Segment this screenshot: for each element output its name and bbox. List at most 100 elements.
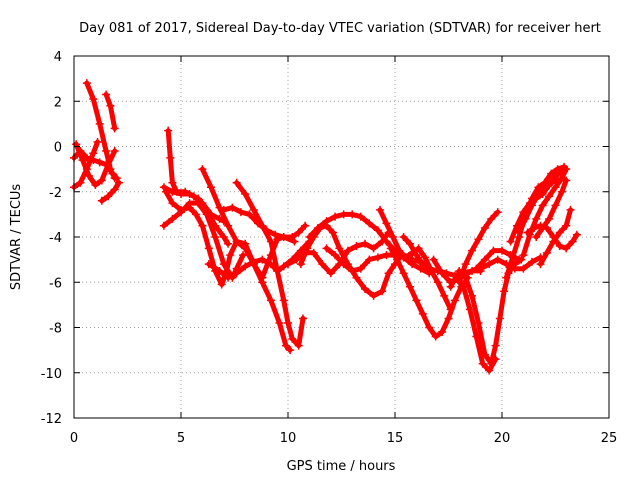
data-point-marker — [352, 273, 361, 282]
data-point-marker — [294, 228, 303, 237]
data-point-marker — [279, 296, 288, 305]
data-point-marker — [551, 201, 560, 210]
data-point-marker — [78, 156, 87, 165]
y-tick-label: -10 — [41, 367, 62, 382]
data-point-marker — [493, 208, 502, 217]
data-point-marker — [523, 228, 532, 237]
data-point-marker — [378, 287, 387, 296]
x-tick-label: 25 — [601, 431, 618, 446]
x-tick-label: 0 — [70, 431, 78, 446]
data-point-marker — [530, 223, 539, 232]
data-point-marker — [348, 210, 357, 219]
data-point-marker — [102, 90, 111, 99]
data-point-marker — [232, 269, 241, 278]
data-point-marker — [487, 214, 496, 223]
data-point-marker — [412, 296, 421, 305]
data-point-marker — [418, 260, 427, 269]
data-point-marker — [369, 291, 378, 300]
data-point-marker — [206, 183, 215, 192]
data-point-marker — [215, 266, 224, 275]
data-point-marker — [545, 192, 554, 201]
data-point-marker — [444, 314, 453, 323]
data-point-marker — [474, 318, 483, 327]
chart-title: Day 081 of 2017, Sidereal Day-to-day VTE… — [79, 21, 601, 36]
data-point-marker — [249, 205, 258, 214]
data-series-arc33 — [536, 205, 575, 269]
data-point-marker — [450, 296, 459, 305]
data-point-marker — [104, 192, 113, 201]
data-point-marker — [500, 287, 509, 296]
data-point-marker — [519, 264, 528, 273]
data-point-marker — [322, 221, 331, 230]
data-point-marker — [521, 214, 530, 223]
data-point-marker — [102, 147, 111, 156]
data-series-arc13 — [232, 178, 307, 350]
y-tick-label: 2 — [54, 95, 62, 110]
data-point-marker — [284, 318, 292, 327]
data-point-marker — [166, 153, 175, 162]
data-point-marker — [538, 223, 547, 232]
y-tick-label: -6 — [49, 276, 62, 291]
data-point-marker — [316, 223, 325, 232]
data-point-marker — [198, 221, 207, 230]
data-point-marker — [322, 244, 331, 253]
data-point-marker — [386, 244, 395, 253]
data-series-arc25 — [455, 208, 502, 287]
data-point-marker — [553, 176, 562, 185]
data-point-marker — [110, 185, 119, 194]
x-axis-label: GPS time / hours — [287, 459, 396, 474]
data-point-marker — [198, 165, 207, 174]
data-point-marker — [309, 233, 318, 241]
data-point-marker — [414, 244, 423, 253]
data-point-marker — [418, 309, 427, 318]
data-point-marker — [164, 126, 173, 135]
data-point-marker — [468, 291, 477, 300]
data-point-marker — [555, 242, 564, 251]
series-line — [99, 180, 122, 204]
data-point-marker — [545, 214, 554, 223]
data-point-marker — [459, 282, 468, 291]
data-point-marker — [335, 244, 344, 253]
data-point-marker — [224, 221, 233, 230]
data-point-marker — [373, 253, 382, 262]
data-point-marker — [352, 242, 361, 251]
series-line — [503, 164, 567, 281]
data-point-marker — [361, 285, 370, 294]
data-point-marker — [395, 246, 404, 255]
data-point-marker — [95, 119, 104, 128]
data-point-marker — [89, 94, 98, 103]
data-point-marker — [553, 165, 562, 174]
data-point-marker — [159, 183, 168, 192]
data-point-marker — [534, 190, 543, 199]
data-point-marker — [194, 199, 203, 208]
data-point-marker — [557, 187, 566, 196]
data-point-marker — [258, 278, 267, 287]
y-tick-label: 4 — [54, 50, 62, 65]
data-point-marker — [219, 233, 228, 241]
data-point-marker — [339, 260, 348, 269]
data-series-arc32 — [532, 176, 571, 241]
data-point-marker — [463, 269, 472, 278]
data-point-marker — [388, 233, 397, 241]
data-point-marker — [95, 158, 104, 167]
data-point-marker — [228, 203, 237, 212]
data-point-marker — [489, 246, 498, 255]
data-point-marker — [279, 262, 288, 271]
data-point-marker — [232, 237, 241, 246]
data-point-marker — [273, 266, 282, 275]
data-point-marker — [474, 235, 483, 244]
data-point-marker — [303, 244, 312, 253]
data-point-marker — [461, 260, 470, 269]
data-point-marker — [204, 260, 213, 269]
data-point-marker — [215, 203, 224, 212]
data-series-arc23 — [446, 271, 500, 375]
data-point-marker — [562, 176, 571, 185]
data-point-marker — [566, 205, 575, 214]
x-tick-label: 10 — [280, 431, 297, 446]
data-point-marker — [369, 244, 378, 253]
data-point-marker — [438, 269, 447, 278]
data-point-marker — [328, 228, 337, 237]
data-point-marker — [168, 178, 177, 187]
data-point-marker — [365, 255, 374, 264]
